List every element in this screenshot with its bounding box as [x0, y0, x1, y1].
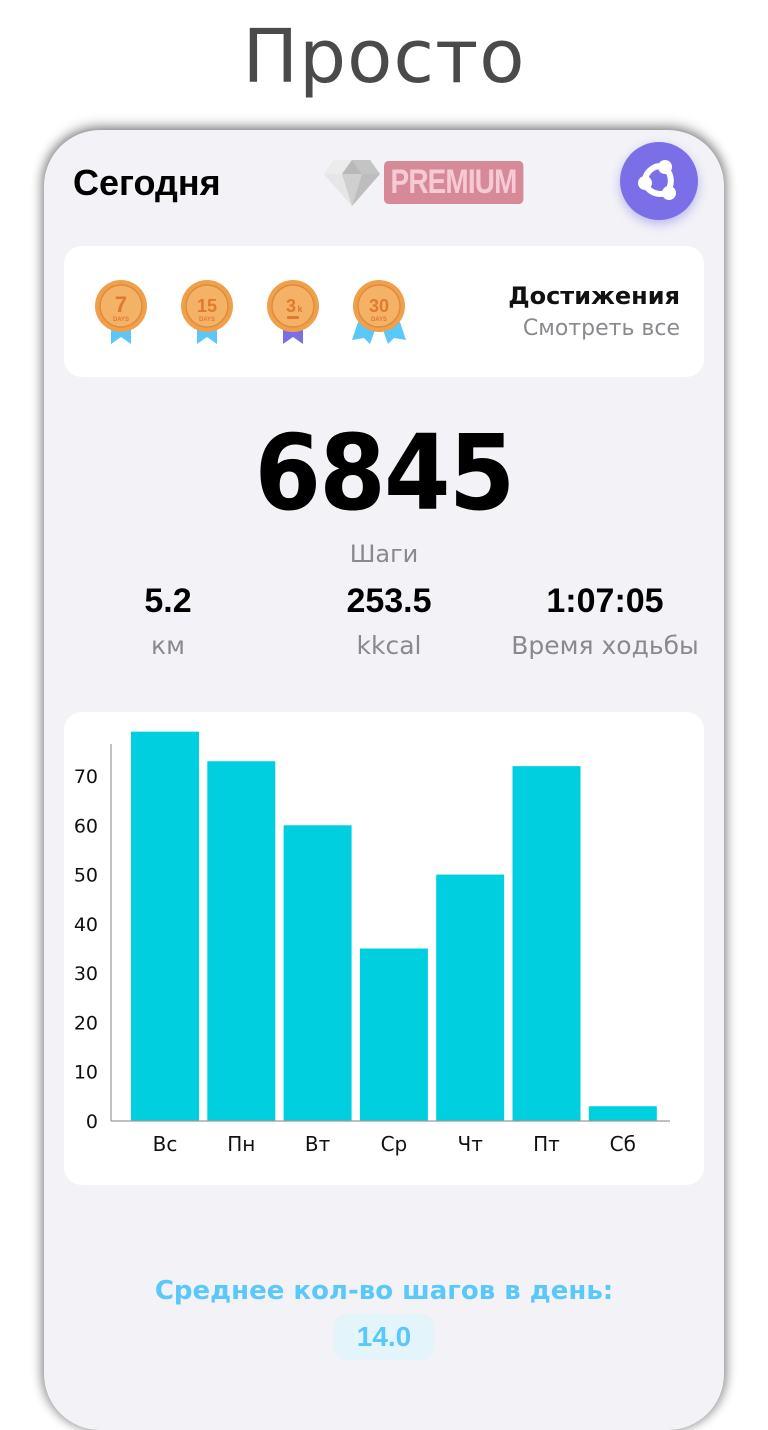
premium-badge: PREMIUM — [384, 160, 524, 204]
stat-label: kkcal — [356, 631, 422, 660]
x-tick-label: Сб — [610, 1132, 636, 1156]
bar-3[interactable] — [359, 948, 428, 1122]
top-bar: Сегодня PREMIUM — [44, 130, 724, 240]
svg-text:7: 7 — [115, 292, 127, 317]
stat-calories: 253.5 kkcal — [314, 582, 464, 660]
x-tick-label: Пн — [227, 1132, 255, 1156]
achievements-text: Достижения Смотреть все — [508, 282, 680, 341]
y-tick-label: 50 — [74, 865, 98, 887]
y-tick-label: 10 — [74, 1062, 98, 1084]
steps-count: 6845 — [254, 412, 516, 534]
y-tick-label: 0 — [86, 1111, 98, 1133]
achievements-title: Достижения — [508, 282, 680, 310]
weekly-steps-bar-chart: Вс Пн Вт Ср Чт Пт Сб 0 10 20 30 40 50 60 70 — [74, 731, 670, 1156]
promo-headline: Просто — [242, 14, 526, 100]
medal-3k-steps[interactable]: 3 k — [262, 278, 324, 348]
x-tick-label: Вс — [153, 1132, 178, 1156]
average-value: 14.0 — [334, 1314, 434, 1360]
bar-6[interactable] — [588, 1106, 657, 1121]
stats-row: 5.2 км 253.5 kkcal 1:07:05 Время ходьбы — [44, 582, 724, 672]
premium-button[interactable]: PREMIUM — [322, 156, 554, 208]
medal-icon: 15 DAYS — [181, 280, 233, 344]
medal-icon: 3 k — [267, 280, 319, 344]
page-title: Сегодня — [73, 162, 221, 203]
y-tick-label: 60 — [74, 815, 98, 837]
y-tick-label: 20 — [74, 1012, 98, 1034]
svg-text:DAYS: DAYS — [199, 317, 215, 323]
bar-1[interactable] — [207, 761, 276, 1121]
svg-text:15: 15 — [197, 296, 217, 316]
y-tick-label: 30 — [74, 963, 98, 985]
stat-label: км — [151, 631, 185, 660]
stat-walk-time: 1:07:05 Время ходьбы — [500, 582, 710, 660]
stat-value: 253.5 — [346, 582, 432, 620]
stat-value: 1:07:05 — [546, 582, 664, 620]
svg-text:DAYS: DAYS — [113, 317, 129, 323]
view-all-link[interactable]: Смотреть все — [522, 316, 680, 341]
y-tick-label: 40 — [74, 914, 98, 936]
steps-label: Шаги — [349, 540, 419, 568]
medal-30-days[interactable]: 30 DAYS — [348, 278, 410, 348]
svg-text:k: k — [297, 304, 303, 314]
y-tick-label: 70 — [74, 766, 98, 788]
stat-value: 5.2 — [144, 582, 192, 620]
svg-text:30: 30 — [369, 296, 389, 316]
stat-distance: 5.2 км — [116, 582, 220, 660]
average-label: Среднее кол-во шагов в день: — [154, 1276, 614, 1306]
weekly-chart-card: Вс Пн Вт Ср Чт Пт Сб 0 10 20 30 40 50 60 70 — [64, 712, 704, 1185]
medals-row: 7 DAYS 15 DAYS 3 k — [90, 278, 410, 348]
svg-text:DAYS: DAYS — [371, 317, 387, 323]
bar-2[interactable] — [283, 825, 352, 1121]
x-tick-label: Вт — [305, 1132, 331, 1156]
medal-7-days[interactable]: 7 DAYS — [90, 278, 152, 348]
x-tick-label: Пт — [533, 1132, 560, 1156]
svg-text:3: 3 — [286, 296, 296, 316]
medal-15-days[interactable]: 15 DAYS — [176, 278, 238, 348]
x-tick-label: Ср — [381, 1132, 408, 1156]
diamond-icon — [324, 160, 380, 206]
achievements-card[interactable]: 7 DAYS 15 DAYS 3 k — [64, 246, 704, 377]
stat-label: Время ходьбы — [511, 631, 699, 660]
bar-0[interactable] — [131, 731, 199, 1121]
phone-screen: Сегодня PREMIUM — [44, 130, 724, 1430]
x-tick-label: Чт — [458, 1132, 484, 1156]
medal-icon: 7 DAYS — [95, 280, 147, 344]
bar-5[interactable] — [512, 766, 581, 1121]
share-button[interactable] — [620, 142, 698, 220]
bar-4[interactable] — [436, 874, 505, 1121]
share-nodes-icon — [638, 160, 676, 200]
medal-icon: 30 DAYS — [352, 280, 406, 344]
